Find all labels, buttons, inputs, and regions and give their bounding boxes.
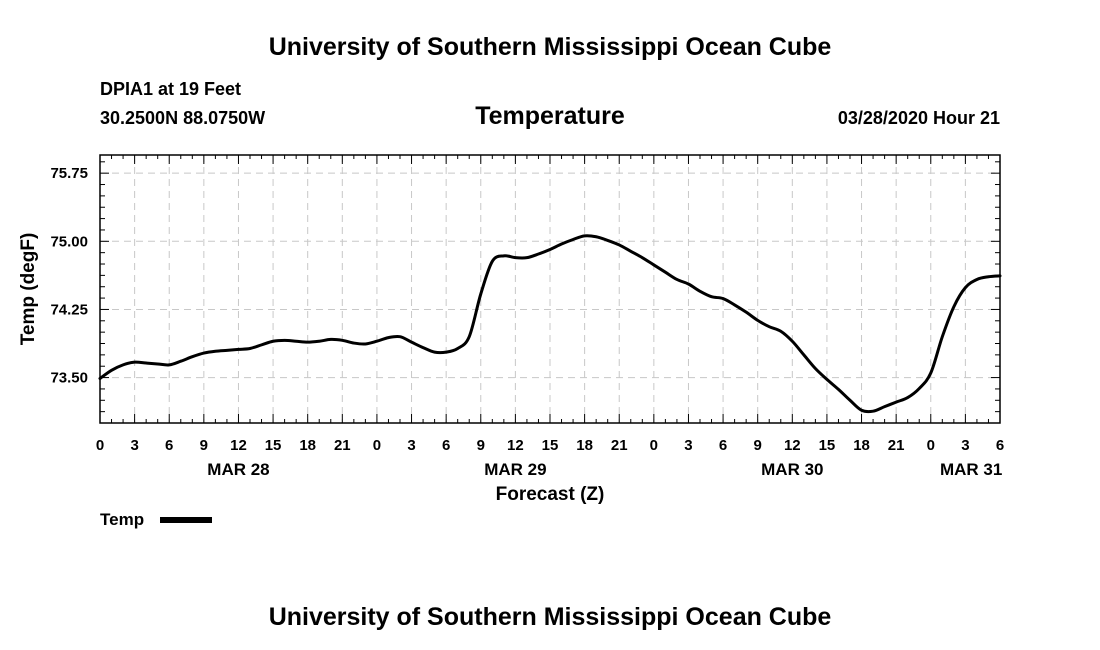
x-tick-label: 18 [853,437,870,454]
x-tick-label: 12 [507,437,524,454]
x-tick-label: 21 [334,437,351,454]
x-tick-label: 15 [542,437,559,454]
x-tick-label: 18 [576,437,593,454]
date-label: MAR 28 [207,460,269,479]
tick-labels: 73.50 74.25 75.00 75.75 0 3 6 9 12 15 18 21 0 3 6 9 12 15… [50,165,1004,479]
x-tick-label: 3 [130,437,138,454]
date-label: MAR 30 [761,460,823,479]
x-tick-label: 18 [299,437,316,454]
x-tick-label: 9 [200,437,208,454]
legend-swatch [160,517,212,523]
x-tick-label: 3 [684,437,692,454]
y-tick-label: 75.75 [50,165,88,182]
y-tick-label: 74.25 [50,301,88,318]
x-tick-label: 12 [784,437,801,454]
x-tick-label: 0 [927,437,935,454]
plot-frame [99,154,1001,424]
x-tick-label: 21 [888,437,905,454]
x-tick-label: 15 [819,437,836,454]
x-tick-label: 3 [961,437,969,454]
chart-title: Temperature [475,102,625,130]
x-tick-label: 12 [230,437,247,454]
temp-series-line [98,234,1002,414]
y-axis-title: Temp (degF) [18,233,39,346]
x-tick-label: 0 [373,437,381,454]
x-tick-label: 21 [611,437,628,454]
x-tick-label: 6 [719,437,727,454]
grid-lines [100,155,1000,423]
legend-label: Temp [100,510,144,529]
x-tick-label: 6 [442,437,450,454]
station-label: DPIA1 at 19 Feet [100,79,241,99]
x-tick-label: 9 [477,437,485,454]
top-title: University of Southern Mississippi Ocean… [269,33,832,61]
y-tick-label: 73.50 [50,370,88,387]
datetime-label: 03/28/2020 Hour 21 [838,108,1000,128]
y-tick-label: 75.00 [50,233,88,250]
x-tick-label: 15 [265,437,282,454]
x-tick-label: 6 [996,437,1004,454]
date-label: MAR 31 [940,460,1002,479]
x-tick-label: 0 [650,437,658,454]
x-axis-title: Forecast (Z) [496,484,605,505]
x-tick-label: 6 [165,437,173,454]
series-layer [98,234,1002,414]
date-label: MAR 29 [484,460,546,479]
x-tick-label: 0 [96,437,104,454]
x-tick-label: 9 [754,437,762,454]
coordinates-label: 30.2500N 88.0750W [100,108,265,128]
bottom-title: University of Southern Mississippi Ocean… [269,603,832,631]
x-tick-label: 3 [407,437,415,454]
